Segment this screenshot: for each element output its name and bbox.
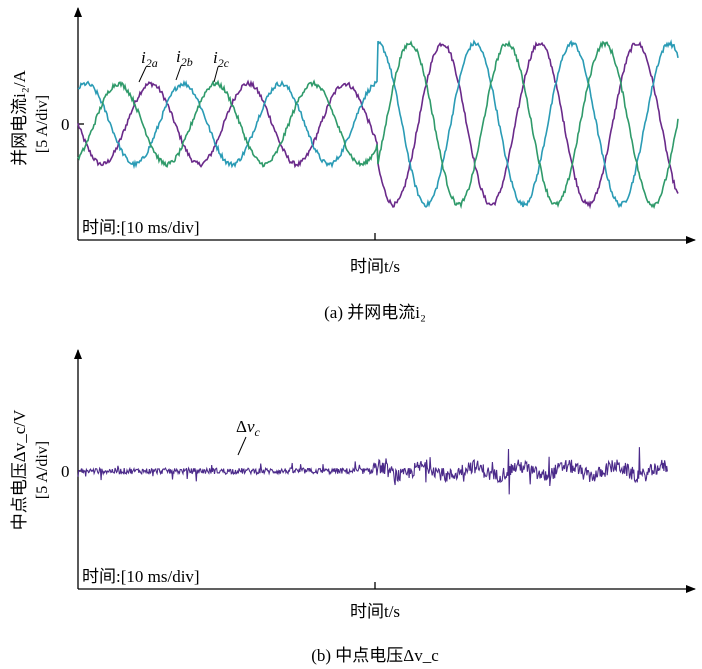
chart-b-series-group xyxy=(77,447,668,495)
chart-a-y-zero: 0 xyxy=(61,115,70,134)
chart-a-series-group xyxy=(77,39,679,210)
chart-a-time-div: 时间:[10 ms/div] xyxy=(82,218,200,237)
chart-b-time-div: 时间:[10 ms/div] xyxy=(82,567,200,586)
chart-b-yscale: [5 A/div] xyxy=(34,441,51,499)
chart-b: 0 Δvc 时间:[10 ms/div] 时间t/s (b) 中点电压Δv_c … xyxy=(10,349,696,665)
chart-a-yscale: [5 A/div] xyxy=(34,95,51,153)
series-label-i2c: i2c xyxy=(213,48,230,70)
chart-a-yscale-group: [5 A/div] xyxy=(34,95,51,153)
series-line-dvc xyxy=(77,447,668,495)
series-pointer-dvc xyxy=(237,436,247,456)
chart-b-ylabel-group: 中点电压Δv_c/V xyxy=(10,409,29,530)
series-label-dvc: Δvc xyxy=(236,417,260,439)
chart-a-caption: (a) 并网电流i₂ xyxy=(324,303,426,322)
series-pointer-i2c xyxy=(213,66,219,83)
chart-b-xlabel: 时间t/s xyxy=(350,602,400,621)
chart-a-ylabel-group: 并网电流i₂/A xyxy=(10,69,29,165)
chart-b-yscale-group: [5 A/div] xyxy=(34,441,51,499)
series-line-i2b xyxy=(77,39,679,209)
series-pointer-i2b xyxy=(175,65,182,81)
chart-b-caption: (b) 中点电压Δv_c xyxy=(311,646,439,665)
chart-b-ylabel: 中点电压Δv_c/V xyxy=(10,409,29,530)
chart-a-xlabel: 时间t/s xyxy=(350,257,400,276)
series-label-i2a: i2a xyxy=(141,48,158,70)
series-pointer-i2a xyxy=(138,66,147,83)
chart-a-ylabel: 并网电流i₂/A xyxy=(10,69,29,165)
chart-b-y-zero: 0 xyxy=(61,462,70,481)
chart-a: 0 i2a i2b i2c 时间:[10 ms/div] 时间t/s (a) 并… xyxy=(10,7,696,322)
series-line-i2c xyxy=(77,39,679,210)
series-label-i2b: i2b xyxy=(176,47,193,69)
